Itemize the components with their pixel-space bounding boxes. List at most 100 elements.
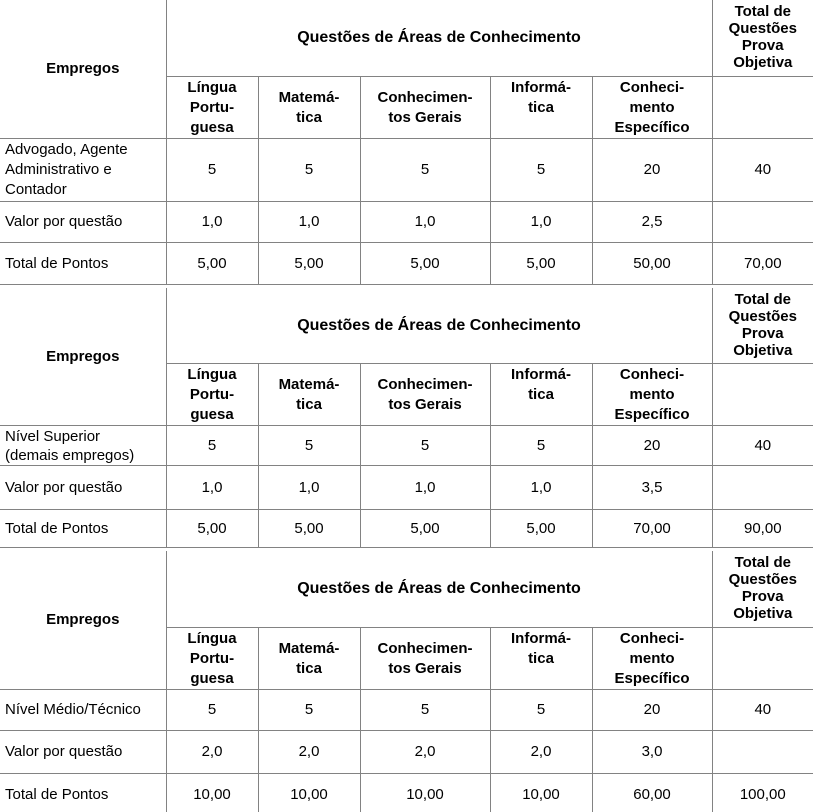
pontos-cell: 60,00 [591, 772, 713, 812]
subject-header-informatica: Informá- tica [489, 363, 593, 426]
valor-label-cell: Valor por questão [0, 465, 167, 510]
valor-row: Valor por questão 1,0 1,0 1,0 1,0 2,5 [0, 200, 813, 243]
valor-cell: 1,0 [489, 200, 593, 243]
empregos-header-cell: Empregos [0, 0, 167, 139]
table-header-row: Empregos Questões de Áreas de Conhecimen… [0, 0, 813, 139]
question-count-cell: 5 [489, 688, 593, 731]
empty-cell [711, 729, 813, 774]
pontos-total-cell: 100,00 [711, 772, 813, 812]
valor-cell: 2,5 [591, 200, 713, 243]
job-name-cell: Advogado, Agente Administrativo e Contad… [0, 137, 167, 202]
valor-label-cell: Valor por questão [0, 200, 167, 243]
subject-header-conhecimento-especifico: Conheci- mento Específico [591, 626, 713, 690]
valor-cell: 1,0 [359, 465, 491, 510]
question-count-cell: 5 [165, 137, 259, 202]
empty-cell [711, 75, 813, 139]
empty-cell [711, 363, 813, 426]
valor-cell: 3,0 [591, 729, 713, 774]
valor-cell: 2,0 [489, 729, 593, 774]
subject-header-lingua-portuguesa: Língua Portu- guesa [166, 363, 259, 426]
valor-cell: 1,0 [489, 465, 593, 510]
valor-cell: 1,0 [257, 465, 361, 510]
subject-header-lingua-portuguesa: Língua Portu- guesa [166, 626, 259, 690]
pontos-cell: 10,00 [165, 772, 259, 812]
valor-label-cell: Valor por questão [0, 729, 167, 774]
subject-header-row: Língua Portu- guesa Matemá- tica Conheci… [0, 363, 813, 426]
pontos-cell: 10,00 [257, 772, 361, 812]
valor-cell: 1,0 [165, 465, 259, 510]
pontos-row: Total de Pontos 5,00 5,00 5,00 5,00 70,0… [0, 509, 813, 548]
valor-cell: 1,0 [165, 200, 259, 243]
score-table-nivel-superior: Empregos Questões de Áreas de Conhecimen… [0, 287, 813, 548]
question-count-cell: 5 [359, 688, 491, 731]
pontos-cell: 50,00 [591, 241, 713, 285]
empty-cell [711, 465, 813, 510]
pontos-cell: 5,00 [165, 241, 259, 285]
valor-cell: 1,0 [257, 200, 361, 243]
job-name-cell: Nível Médio/Técnico [0, 688, 167, 731]
empty-cell [711, 200, 813, 243]
score-table-nivel-medio-tecnico: Empregos Questões de Áreas de Conhecimen… [0, 551, 813, 812]
subject-header-matematica: Matemá- tica [257, 75, 361, 139]
question-count-cell: 20 [591, 425, 713, 466]
pontos-label-cell: Total de Pontos [0, 772, 167, 812]
pontos-label-cell: Total de Pontos [0, 509, 167, 548]
question-count-cell: 5 [257, 137, 361, 202]
pontos-cell: 10,00 [489, 772, 593, 812]
question-count-cell: 5 [489, 425, 593, 466]
total-questoes-header-cell: Total de Questões Prova Objetiva [711, 0, 813, 77]
subject-header-conhecimento-especifico: Conheci- mento Específico [591, 75, 713, 139]
pontos-total-cell: 70,00 [711, 241, 813, 285]
pontos-cell: 5,00 [359, 509, 491, 548]
question-total-cell: 40 [711, 137, 813, 202]
question-count-cell: 20 [591, 688, 713, 731]
valor-cell: 3,5 [591, 465, 713, 510]
question-count-cell: 5 [165, 425, 259, 466]
valor-cell: 2,0 [359, 729, 491, 774]
subject-header-conhecimento-especifico: Conheci- mento Específico [591, 363, 713, 426]
pontos-label-cell: Total de Pontos [0, 241, 167, 285]
question-count-cell: 5 [165, 688, 259, 731]
pontos-cell: 5,00 [257, 509, 361, 548]
valor-cell: 2,0 [165, 729, 259, 774]
question-count-row: Advogado, Agente Administrativo e Contad… [0, 137, 813, 202]
pontos-cell: 5,00 [257, 241, 361, 285]
valor-cell: 2,0 [257, 729, 361, 774]
knowledge-areas-header-cell: Questões de Áreas de Conhecimento [165, 551, 713, 628]
subject-header-informatica: Informá- tica [489, 626, 593, 690]
pontos-total-cell: 90,00 [711, 509, 813, 548]
subject-header-conhecimentos-gerais: Conhecimen- tos Gerais [359, 363, 491, 426]
empregos-header-cell: Empregos [0, 287, 167, 426]
score-table-advogado: Empregos Questões de Áreas de Conhecimen… [0, 0, 813, 285]
total-questoes-header-cell: Total de Questões Prova Objetiva [711, 287, 813, 364]
knowledge-areas-header-cell: Questões de Áreas de Conhecimento [165, 0, 713, 77]
pontos-row: Total de Pontos 5,00 5,00 5,00 5,00 50,0… [0, 241, 813, 285]
pontos-cell: 10,00 [359, 772, 491, 812]
question-total-cell: 40 [711, 688, 813, 731]
pontos-cell: 5,00 [359, 241, 491, 285]
pontos-cell: 5,00 [165, 509, 259, 548]
question-total-cell: 40 [711, 425, 813, 466]
question-count-row: Nível Médio/Técnico 5 5 5 5 20 40 [0, 688, 813, 731]
question-count-cell: 5 [359, 425, 491, 466]
subject-header-lingua-portuguesa: Língua Portu- guesa [166, 75, 259, 139]
valor-row: Valor por questão 1,0 1,0 1,0 1,0 3,5 [0, 465, 813, 510]
pontos-cell: 70,00 [591, 509, 713, 548]
subject-header-row: Língua Portu- guesa Matemá- tica Conheci… [0, 75, 813, 139]
empregos-header-cell: Empregos [0, 551, 167, 690]
subject-header-conhecimentos-gerais: Conhecimen- tos Gerais [359, 626, 491, 690]
total-questoes-header-cell: Total de Questões Prova Objetiva [711, 551, 813, 628]
pontos-cell: 5,00 [489, 241, 593, 285]
question-count-cell: 5 [489, 137, 593, 202]
question-count-cell: 5 [257, 688, 361, 731]
question-count-row: Nível Superior (demais empregos) 5 5 5 5… [0, 425, 813, 466]
table-header-row: Empregos Questões de Áreas de Conhecimen… [0, 287, 813, 426]
empty-cell [711, 626, 813, 690]
subject-header-matematica: Matemá- tica [257, 626, 361, 690]
job-name-cell: Nível Superior (demais empregos) [0, 425, 167, 466]
pontos-cell: 5,00 [489, 509, 593, 548]
question-count-cell: 5 [359, 137, 491, 202]
question-count-cell: 5 [257, 425, 361, 466]
subject-header-matematica: Matemá- tica [257, 363, 361, 426]
